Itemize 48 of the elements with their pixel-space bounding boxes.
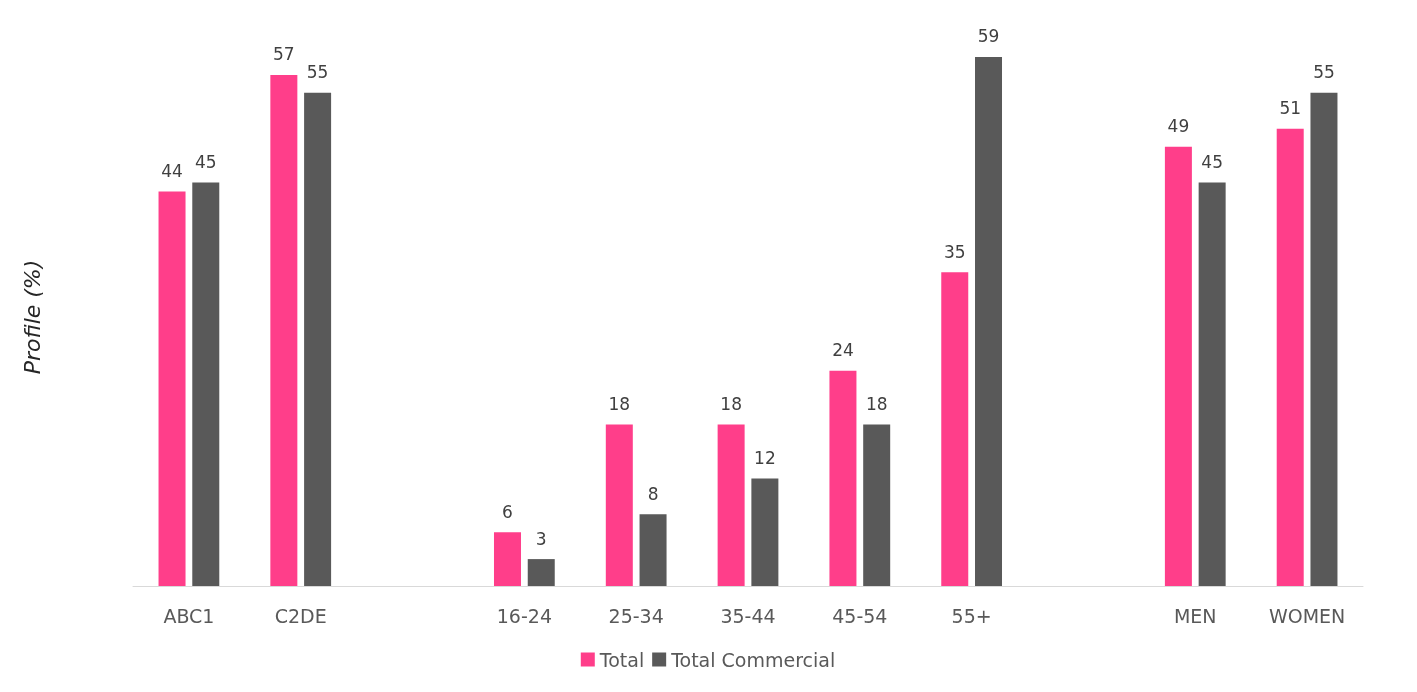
x-tick-label: 16-24	[496, 604, 552, 627]
bar	[158, 191, 186, 586]
x-tick-label: C2DE	[274, 604, 327, 627]
data-label: 45	[194, 152, 217, 172]
data-label: 24	[832, 340, 854, 361]
bar	[493, 532, 521, 586]
x-tick-label: 55+	[951, 604, 992, 627]
y-axis-title: Profile (%)	[19, 259, 45, 375]
bar	[751, 478, 779, 586]
bar	[829, 370, 857, 586]
x-tick-label: MEN	[1173, 604, 1217, 627]
bar	[639, 514, 667, 586]
x-tick-label: 45-54	[832, 604, 888, 627]
data-label: 51	[1279, 98, 1302, 119]
data-label: 55	[306, 62, 329, 83]
data-label: 12	[754, 447, 776, 468]
bar	[304, 92, 332, 586]
data-label: 18	[608, 394, 631, 415]
legend-label: Total	[598, 648, 645, 671]
data-label: 3	[535, 528, 547, 549]
x-tick-label: 35-44	[720, 604, 776, 627]
bar	[863, 424, 891, 586]
data-label: 35	[943, 241, 966, 262]
bar	[1164, 146, 1192, 586]
bar	[1198, 182, 1226, 586]
data-label: 44	[161, 160, 183, 181]
legend-label: Total Commercial	[670, 648, 836, 671]
bar	[270, 74, 298, 586]
data-label: 55	[1313, 62, 1335, 83]
bar	[605, 424, 633, 586]
bar	[192, 182, 220, 586]
x-tick-label: 25-34	[608, 604, 664, 627]
data-label: 6	[502, 501, 513, 522]
bar	[1310, 92, 1338, 586]
data-label: 45	[1201, 152, 1223, 172]
x-tick-label: ABC1	[163, 604, 215, 627]
data-label: 57	[273, 44, 295, 65]
x-tick-label: WOMEN	[1268, 604, 1346, 627]
data-label: 18	[865, 394, 888, 415]
data-label: 49	[1167, 116, 1190, 137]
bar	[717, 424, 745, 586]
bar	[1276, 128, 1304, 586]
data-label: 8	[647, 483, 659, 504]
bar	[527, 559, 555, 586]
bar	[941, 272, 969, 586]
data-label: 18	[720, 394, 742, 415]
data-label: 59	[977, 26, 1000, 47]
bar	[975, 56, 1003, 586]
